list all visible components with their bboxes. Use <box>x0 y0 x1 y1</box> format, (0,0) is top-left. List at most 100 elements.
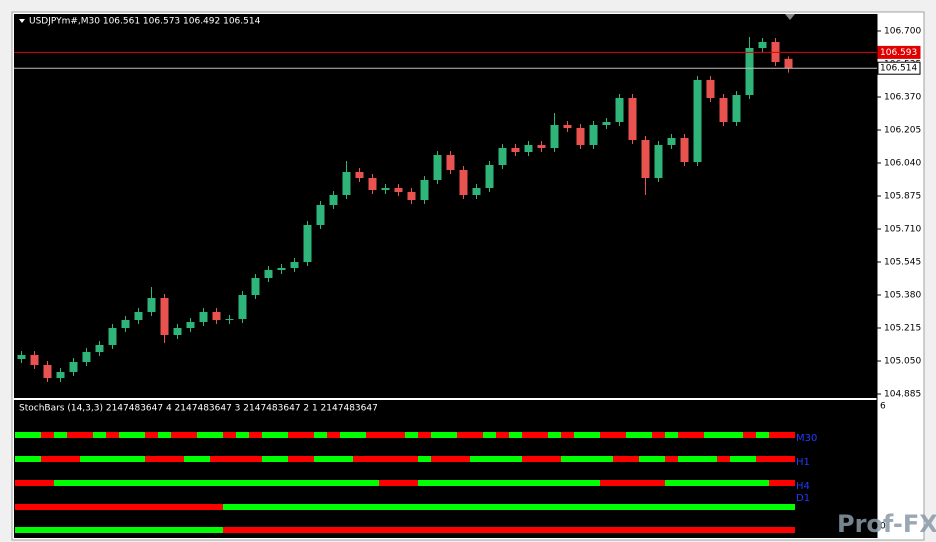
y-tick-label: 105.215 <box>884 324 921 334</box>
stoch-bar <box>496 480 509 486</box>
stoch-bar <box>119 456 132 462</box>
candle-body <box>524 145 533 152</box>
stoch-bar <box>639 480 652 486</box>
stoch-bar <box>223 527 236 533</box>
candle-body <box>628 98 637 140</box>
stoch-bar <box>145 504 158 510</box>
stoch-bar <box>535 432 548 438</box>
row-label: D1 <box>796 493 810 504</box>
candle-body <box>693 80 702 162</box>
stoch-bar <box>678 432 691 438</box>
price-label-box <box>877 61 921 75</box>
stoch-bar <box>379 480 392 486</box>
stoch-bar <box>145 480 158 486</box>
stoch-bar <box>743 456 756 462</box>
stoch-bar <box>405 456 418 462</box>
stoch-bar <box>626 456 639 462</box>
candle-body <box>680 138 689 162</box>
stoch-bar <box>379 456 392 462</box>
candle-body <box>264 270 273 278</box>
stoch-bar <box>600 504 613 510</box>
stoch-bar <box>548 504 561 510</box>
stoch-bar <box>54 504 67 510</box>
candle-body <box>550 125 559 148</box>
stoch-bar <box>340 504 353 510</box>
stoch-bar <box>782 432 795 438</box>
stoch-bar <box>353 432 366 438</box>
stoch-bar <box>496 456 509 462</box>
candle-body <box>394 188 403 192</box>
stoch-bar <box>782 480 795 486</box>
stoch-bar <box>223 456 236 462</box>
stoch-bar <box>249 527 262 533</box>
symbol-menu[interactable] <box>19 19 25 23</box>
stoch-bar <box>782 504 795 510</box>
stoch-bar <box>132 527 145 533</box>
stoch-bar <box>54 432 67 438</box>
stoch-bar <box>639 432 652 438</box>
stoch-bar <box>41 456 54 462</box>
y-tick-label: 106.700 <box>884 27 921 37</box>
stoch-bar <box>210 456 223 462</box>
stoch-bar <box>613 527 626 533</box>
stoch-bar <box>509 504 522 510</box>
stoch-bar <box>327 480 340 486</box>
y-tick-label: 105.545 <box>884 258 921 268</box>
candle-body <box>30 355 39 365</box>
stoch-bar <box>444 504 457 510</box>
stoch-bar <box>54 456 67 462</box>
candle-body <box>446 155 455 170</box>
stoch-bar <box>639 456 652 462</box>
stoch-bar <box>444 432 457 438</box>
plot: 106.700106.535106.370106.205106.040105.8… <box>14 27 921 533</box>
stoch-bar <box>236 480 249 486</box>
candle-body <box>485 165 494 188</box>
stoch-bar <box>54 527 67 533</box>
stoch-bar <box>41 527 54 533</box>
stoch-bar <box>158 480 171 486</box>
stoch-bar <box>717 527 730 533</box>
candle-body <box>329 195 338 205</box>
stoch-bar <box>132 480 145 486</box>
candle-body <box>134 312 143 320</box>
stoch-bar <box>509 432 522 438</box>
stoch-bar <box>15 480 28 486</box>
stoch-bar <box>444 480 457 486</box>
candle-body <box>17 355 26 359</box>
stoch-bar <box>587 456 600 462</box>
stoch-bar <box>184 456 197 462</box>
stoch-bar <box>145 432 158 438</box>
stoch-bar <box>210 432 223 438</box>
stoch-bar <box>197 527 210 533</box>
stoch-bar <box>41 504 54 510</box>
stoch-bar <box>457 456 470 462</box>
stoch-bar <box>470 527 483 533</box>
y-tick-label: 106.370 <box>884 93 921 103</box>
stoch-bar <box>587 480 600 486</box>
stoch-bar <box>28 527 41 533</box>
stoch-bar <box>639 504 652 510</box>
stoch-bar <box>119 527 132 533</box>
chart-header: USDJPYm#,M30 106.561 106.573 106.492 106… <box>29 17 261 27</box>
stoch-bar <box>756 432 769 438</box>
stoch-bar <box>678 456 691 462</box>
stoch-bar <box>28 504 41 510</box>
candle-body <box>95 345 104 352</box>
stoch-bar <box>665 480 678 486</box>
stoch-bar <box>548 456 561 462</box>
stoch-bar <box>223 504 236 510</box>
stoch-bar <box>301 456 314 462</box>
stoch-bar <box>587 527 600 533</box>
stoch-bar <box>782 456 795 462</box>
stoch-bar <box>561 527 574 533</box>
stoch-bar <box>145 527 158 533</box>
candle-body <box>355 172 364 178</box>
stoch-bar <box>106 527 119 533</box>
y-tick-label: 104.885 <box>884 390 921 400</box>
stoch-bar <box>249 432 262 438</box>
main-panel <box>14 14 877 398</box>
stoch-bar <box>691 456 704 462</box>
stoch-bar <box>366 456 379 462</box>
stoch-bar <box>67 432 80 438</box>
